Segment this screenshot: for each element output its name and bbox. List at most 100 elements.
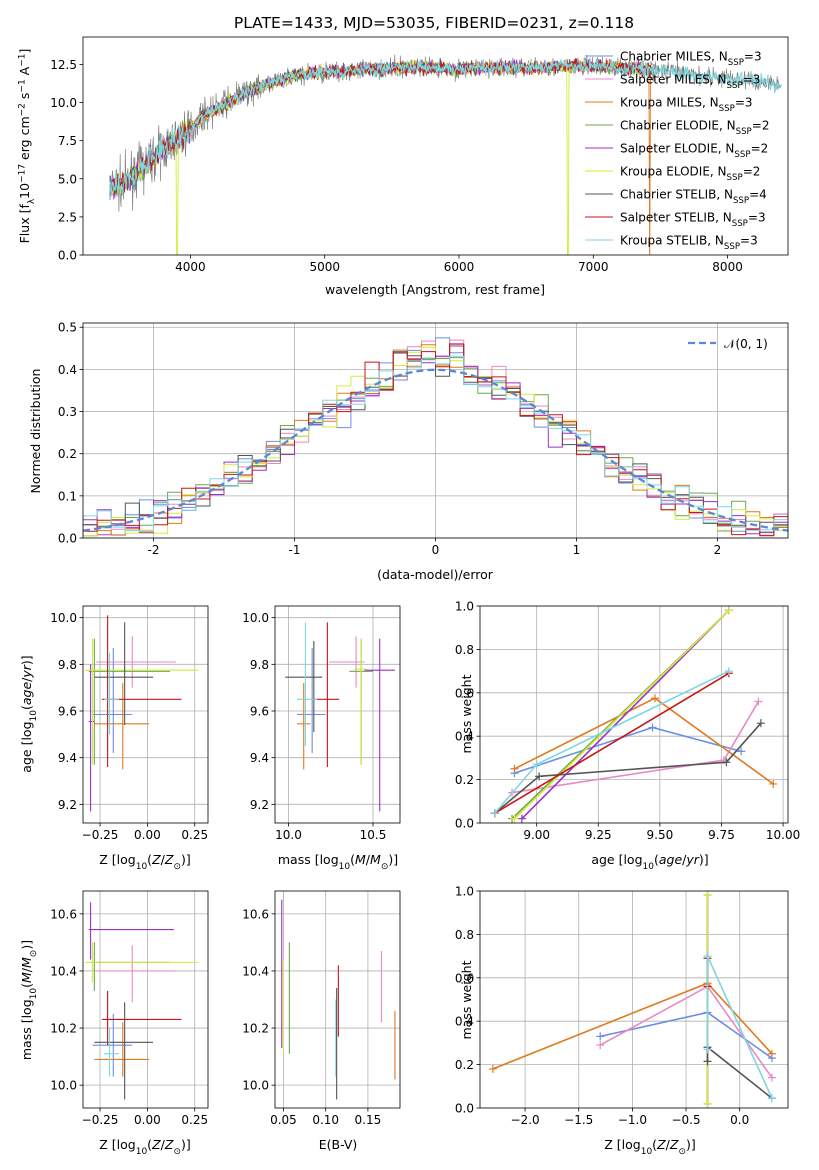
legend-label: Kroupa MILES, NSSP=3: [620, 96, 753, 115]
x-tick-label: -2: [148, 543, 160, 557]
x-tick-label: 4000: [175, 260, 206, 274]
y-tick-label: 10.6: [242, 907, 269, 921]
y-tick-label: 12.5: [50, 58, 77, 72]
x-tick-label: 2: [714, 543, 722, 557]
weight-marker: [490, 809, 499, 818]
y-tick-label: 9.2: [58, 798, 77, 812]
y-tick-label: 9.2: [250, 798, 269, 812]
y-tick-label: 9.8: [250, 658, 269, 672]
y-tick-label: 9.4: [58, 751, 77, 765]
y-tick-label: 10.0: [242, 1079, 269, 1093]
weight-marker: [650, 694, 659, 703]
legend-item: Salpeter MILES, NSSP=3: [585, 73, 760, 92]
massZ-axes: −0.25 0.00 0.25 10.0 10.2 10.4 10.6: [50, 907, 208, 1127]
wZ-frame: [479, 890, 789, 1109]
spectrum-model-line: [109, 57, 653, 195]
weight-marker: [756, 719, 765, 728]
weight-marker: [510, 764, 519, 773]
legend-label: Salpeter STELIB, NSSP=3: [620, 211, 766, 230]
y-tick-label: 10.4: [50, 964, 77, 978]
x-tick-label: 5000: [309, 260, 340, 274]
y-tick-label: 0.8: [455, 643, 474, 657]
x-tick-label: 0.15: [355, 1113, 382, 1127]
y-tick-label: 0.3: [58, 405, 77, 419]
weight-marker: [769, 779, 778, 788]
weight-marker: [767, 1049, 776, 1058]
legend-label: Salpeter MILES, NSSP=3: [620, 73, 760, 92]
x-tick-label: 0.25: [181, 1113, 208, 1127]
y-tick-label: 0.4: [58, 363, 77, 377]
hist-step: [83, 355, 788, 537]
x-tick-label: 8000: [712, 260, 743, 274]
weight-marker: [767, 1094, 776, 1103]
weight-marker: [767, 1073, 776, 1082]
y-tick-label: 9.4: [250, 751, 269, 765]
ageZ-frame: [82, 605, 209, 824]
legend-item: Kroupa ELODIE, NSSP=2: [585, 165, 760, 183]
legend-label: Salpeter ELODIE, NSSP=2: [620, 142, 768, 161]
y-tick-label: 0.2: [58, 447, 77, 461]
weight-line: [494, 722, 762, 814]
massE-x-label: E(B-V): [319, 1137, 358, 1152]
hist-x-label: (data-model)/error: [377, 567, 494, 582]
weight-line: [513, 609, 730, 820]
spectrum-model-line: [109, 58, 653, 255]
weight-marker: [703, 952, 712, 961]
x-tick-label: 0.25: [181, 828, 208, 842]
wZ-x-label: Z [log10(Z/Z⊙)]: [604, 1137, 696, 1157]
spectrum-frame: [82, 36, 789, 256]
wZ-y-label: mass weight: [459, 960, 474, 1039]
wAge-x-label: age [log10(age/yr)]: [591, 852, 708, 872]
x-tick-label: −1.5: [564, 1113, 593, 1127]
spectrum-y-label: Flux [fλ10−17 erg cm−2 s−1 A−1]: [17, 49, 37, 244]
massZ-plot: [83, 891, 208, 1108]
ageM-x-label: mass [log10(M/M⊙)]: [278, 852, 398, 872]
x-tick-label: 7000: [578, 260, 609, 274]
figure-title: PLATE=1433, MJD=53035, FIBERID=0231, z=0…: [234, 14, 634, 32]
x-tick-label: −0.5: [671, 1113, 700, 1127]
y-tick-label: 0.4: [455, 1015, 474, 1029]
massE-frame: [274, 890, 401, 1109]
y-tick-label: 0.6: [455, 971, 474, 985]
weight-marker: [703, 1045, 712, 1054]
ageZ-axes: −0.25 0.00 0.25 9.2 9.4 9.6 9.8 10.0: [50, 611, 208, 842]
y-tick-label: 7.5: [58, 134, 77, 148]
x-tick-label: −1.0: [618, 1113, 647, 1127]
weight-marker: [535, 772, 544, 781]
spectrum-plot: [109, 54, 782, 255]
legend-label: Chabrier ELODIE, NSSP=2: [620, 119, 769, 138]
legend-label: Kroupa STELIB, NSSP=3: [620, 234, 758, 253]
weight-marker: [596, 1032, 605, 1041]
y-tick-label: 10.6: [50, 907, 77, 921]
x-tick-label: 0.05: [270, 1113, 297, 1127]
x-tick-label: -1: [289, 543, 301, 557]
ageZ-x-label: Z [log10(Z/Z⊙)]: [99, 852, 191, 872]
spectrum-model-line: [109, 57, 782, 197]
x-tick-label: 0.00: [134, 1113, 161, 1127]
x-tick-label: −2.0: [511, 1113, 540, 1127]
spectrum-axes: 4000 5000 6000 7000 8000 0.0 2.5 5.0 7.5 10.0 12.5: [50, 58, 743, 274]
y-tick-label: 0.0: [455, 1102, 474, 1116]
x-tick-label: 0.10: [312, 1113, 339, 1127]
y-tick-label: 5.0: [58, 172, 77, 186]
massZ-frame: [82, 890, 209, 1109]
wAge-y-label: mass weight: [459, 674, 474, 753]
x-tick-label: 0.0: [730, 1113, 749, 1127]
massZ-y-label: mass [log10(M/M⊙)]: [19, 940, 39, 1060]
x-tick-label: 9.50: [647, 828, 674, 842]
y-tick-label: 0.8: [455, 928, 474, 942]
weight-line: [521, 609, 730, 820]
weight-marker: [724, 606, 733, 615]
massE-plot: [275, 891, 400, 1108]
ageM-frame: [274, 605, 401, 824]
ageZ-y-label: age [log10(age/yr)]: [19, 655, 39, 772]
y-tick-label: 0.0: [58, 249, 77, 263]
y-tick-label: 9.6: [250, 705, 269, 719]
y-tick-label: 0.6: [455, 686, 474, 700]
weight-marker: [488, 1064, 497, 1073]
weight-marker: [724, 667, 733, 676]
y-tick-label: 0.1: [58, 489, 77, 503]
ageM-axes: 10.0 10.5 9.2 9.4 9.6 9.8 10.0: [242, 611, 386, 842]
weight-marker: [703, 891, 712, 900]
